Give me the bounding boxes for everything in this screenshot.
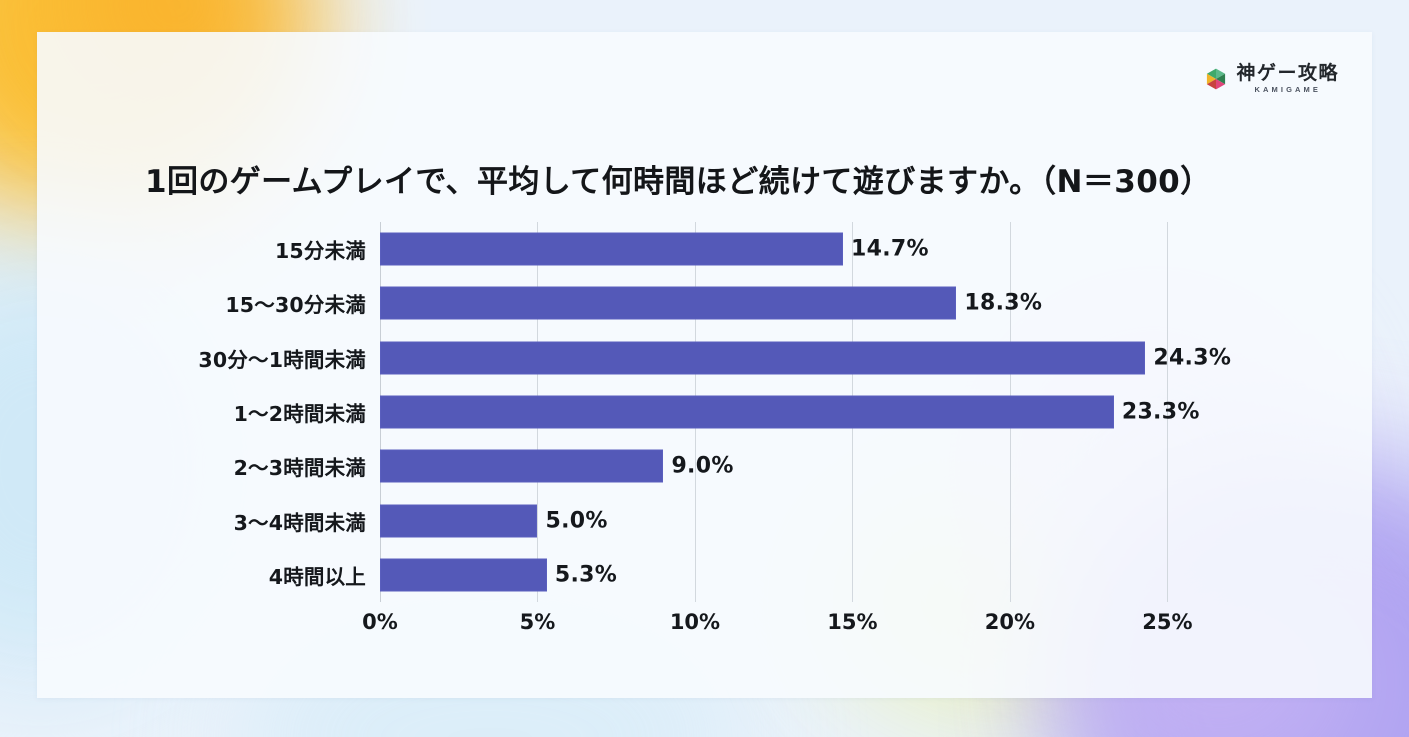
- x-axis-tick-label: 0%: [362, 610, 398, 634]
- bar-chart: 0% 5% 10% 15% 20% 25% 15分未満 14.7% 15〜30分未満 18.3% 3…: [37, 32, 1372, 698]
- x-axis-tick-label: 15%: [827, 610, 878, 634]
- bar[interactable]: [380, 286, 957, 320]
- gridline: [1167, 222, 1169, 602]
- bar[interactable]: [380, 341, 1146, 375]
- bar-value-label: 23.3%: [1121, 399, 1200, 425]
- bar-value-label: 5.3%: [554, 562, 618, 588]
- bar-row: 2〜3時間未満 9.0%: [234, 439, 1180, 493]
- bar-row: 4時間以上 5.3%: [269, 548, 1180, 602]
- category-label: 30分〜1時間未満: [198, 347, 366, 372]
- x-axis-tick-label: 20%: [984, 610, 1036, 634]
- kamigame-hex-icon: [1207, 68, 1226, 90]
- x-axis-tick-label: 25%: [1142, 610, 1193, 634]
- bar[interactable]: [380, 395, 1114, 429]
- category-label: 3〜4時間未満: [233, 510, 366, 535]
- brand-name-en: KAMIGAME: [1254, 85, 1321, 94]
- bar[interactable]: [380, 449, 664, 483]
- bar-value-label: 9.0%: [671, 453, 734, 479]
- brand-logo: 神ゲー攻略 KAMIGAME: [1203, 64, 1339, 94]
- bar-row: 30分〜1時間未満 24.3%: [198, 331, 1231, 385]
- chart-title: 1回のゲームプレイで、平均して何時間ほど続けて遊びますか。（N＝300）: [145, 164, 1212, 200]
- category-label: 2〜3時間未満: [233, 456, 366, 481]
- bar-row: 15分未満 14.7%: [275, 222, 1180, 276]
- x-axis-tick-label: 5%: [519, 610, 556, 634]
- chart-card: 神ゲー攻略 KAMIGAME 1回のゲームプレイで、平均して何時間ほど続けて遊び…: [37, 32, 1372, 698]
- bar-value-label: 24.3%: [1153, 345, 1232, 371]
- category-label: 15分未満: [274, 239, 366, 264]
- brand-name-jp: 神ゲー攻略: [1236, 62, 1339, 84]
- bar[interactable]: [380, 232, 843, 266]
- bar-row: 15〜30分未満 18.3%: [225, 276, 1180, 330]
- bar-row: 1〜2時間未満 23.3%: [234, 385, 1199, 439]
- x-axis-tick-label: 10%: [669, 610, 721, 634]
- brand-logo-text: 神ゲー攻略 KAMIGAME: [1236, 64, 1339, 94]
- bar[interactable]: [380, 504, 538, 538]
- plot-area: 0% 5% 10% 15% 20% 25% 15分未満 14.7% 15〜30分未満 18.3% 3…: [198, 222, 1231, 634]
- bar-value-label: 14.7%: [850, 236, 929, 262]
- category-label: 4時間以上: [268, 564, 366, 589]
- category-label: 15〜30分未満: [225, 293, 366, 318]
- bar[interactable]: [380, 558, 547, 592]
- bar-row: 3〜4時間未満 5.0%: [234, 493, 1180, 547]
- bar-value-label: 18.3%: [964, 290, 1043, 316]
- category-label: 1〜2時間未満: [233, 401, 366, 426]
- bar-value-label: 5.0%: [545, 508, 608, 534]
